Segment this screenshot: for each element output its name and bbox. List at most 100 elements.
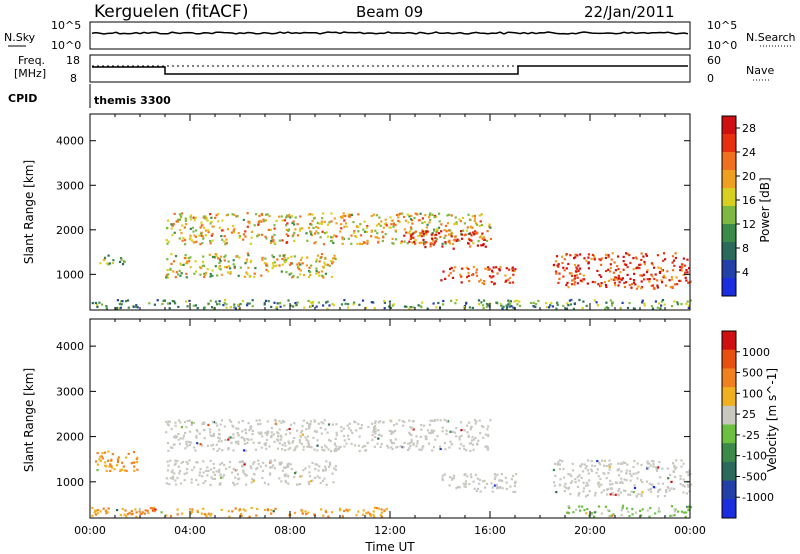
data-cell <box>367 511 370 514</box>
data-cell <box>393 424 396 427</box>
data-cell <box>329 450 333 453</box>
data-cell <box>278 215 281 218</box>
data-cell <box>626 273 629 276</box>
data-cell <box>361 299 365 302</box>
data-cell <box>508 268 511 271</box>
data-cell <box>403 441 406 445</box>
data-cell <box>121 300 124 303</box>
colorbar-swatch <box>722 349 736 369</box>
data-cell <box>183 472 186 476</box>
data-cell <box>377 507 380 510</box>
data-cell <box>409 233 412 236</box>
data-cell <box>514 490 517 493</box>
data-cell <box>512 306 515 309</box>
data-cell <box>130 509 133 513</box>
data-cell <box>260 212 263 216</box>
data-cell <box>309 423 312 426</box>
data-cell <box>215 470 218 473</box>
data-cell <box>340 216 343 219</box>
data-cell <box>466 431 469 434</box>
data-cell <box>248 302 251 305</box>
data-cell <box>323 220 326 223</box>
data-cell <box>273 440 276 443</box>
data-cell <box>367 425 370 429</box>
data-cell <box>320 446 323 449</box>
data-cell <box>417 235 420 238</box>
colorbar-swatch <box>722 188 736 207</box>
data-cell <box>633 272 636 275</box>
data-cell <box>617 494 620 497</box>
data-cell <box>628 284 631 287</box>
data-cell <box>132 461 135 464</box>
data-cell <box>652 486 655 489</box>
data-cell <box>178 228 182 232</box>
data-cell <box>167 273 170 276</box>
data-cell <box>347 303 350 306</box>
data-cell <box>345 225 348 228</box>
data-cell <box>687 485 690 488</box>
data-cell <box>681 484 685 487</box>
data-cell <box>487 266 490 269</box>
data-cell <box>650 284 653 287</box>
data-cell <box>127 306 130 309</box>
data-cell <box>242 218 245 221</box>
data-cell <box>279 305 282 308</box>
data-cell <box>332 260 335 263</box>
data-cell <box>685 269 688 272</box>
data-cell <box>569 473 572 476</box>
data-cell <box>411 241 414 244</box>
data-cell <box>670 480 673 483</box>
data-cell <box>264 235 267 238</box>
data-cell <box>172 443 175 446</box>
data-cell <box>590 468 593 471</box>
data-cell <box>380 443 383 446</box>
data-cell <box>333 217 336 220</box>
data-cell <box>569 303 572 306</box>
colorbar-tick-label: 16 <box>742 194 756 207</box>
data-cell <box>607 472 610 475</box>
data-cell <box>493 473 496 476</box>
data-cell <box>607 268 610 271</box>
data-cell <box>189 508 192 511</box>
data-cell <box>347 306 350 309</box>
data-cell <box>104 464 107 467</box>
data-cell <box>482 238 485 241</box>
data-cell <box>171 224 174 227</box>
data-cell <box>284 444 287 447</box>
data-cell <box>94 509 97 512</box>
data-cell <box>586 507 589 511</box>
data-cell <box>119 306 122 309</box>
data-cell <box>211 435 214 438</box>
data-cell <box>121 507 124 511</box>
data-cell <box>294 470 298 473</box>
data-cell <box>110 458 113 461</box>
colorbar-swatch <box>722 499 736 519</box>
data-cell <box>609 483 612 486</box>
data-cell <box>582 300 585 303</box>
data-cell <box>213 466 216 470</box>
data-cell <box>206 268 209 271</box>
data-cell <box>573 302 576 305</box>
data-cell <box>454 302 457 305</box>
data-cell <box>250 230 254 233</box>
data-cell <box>224 298 227 302</box>
data-cell <box>160 511 163 514</box>
data-cell <box>190 481 193 484</box>
data-cell <box>288 273 291 276</box>
data-cell <box>545 302 548 305</box>
data-cell <box>432 243 435 246</box>
data-cell <box>194 270 198 273</box>
data-cell <box>272 262 275 265</box>
data-cell <box>203 437 206 440</box>
data-cell <box>482 244 485 247</box>
data-cell <box>316 449 319 452</box>
data-cell <box>342 434 346 437</box>
data-cell <box>172 223 175 226</box>
data-cell <box>640 463 643 467</box>
data-cell <box>209 431 212 434</box>
data-cell <box>381 239 384 243</box>
data-cell <box>166 242 169 245</box>
data-cell <box>382 226 385 229</box>
colorbar-tick-label: 500 <box>742 367 763 380</box>
